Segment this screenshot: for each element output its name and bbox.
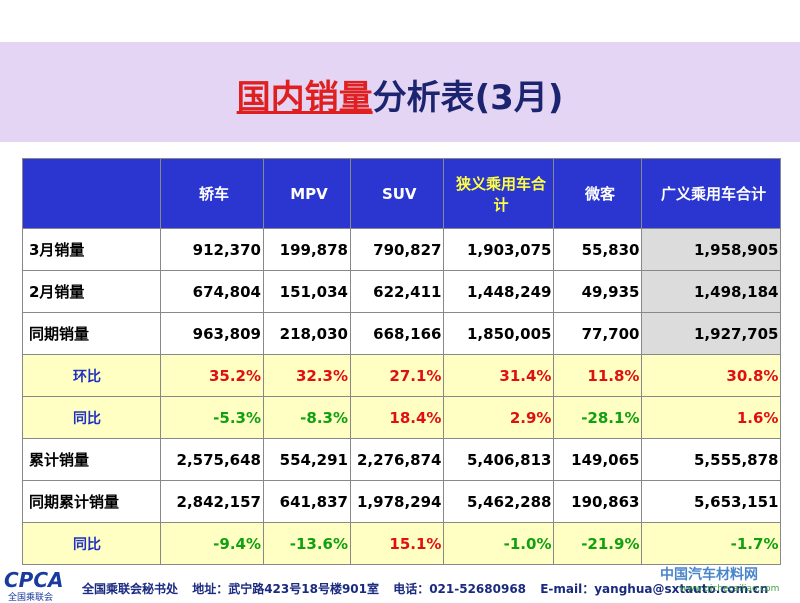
cell: -5.3%	[160, 396, 264, 439]
cell: 35.2%	[160, 354, 264, 397]
cell: 5,555,878	[641, 438, 782, 481]
row-label: 同期累计销量	[22, 480, 161, 523]
logo: CPCA	[4, 568, 64, 592]
cell: 1,903,075	[443, 228, 555, 271]
cell: 77,700	[553, 312, 643, 355]
row-label: 2月销量	[22, 270, 161, 313]
ratio-row: 同比 -9.4% -13.6% 15.1% -1.0% -21.9% -1.7%	[22, 522, 782, 565]
row-label: 同比	[22, 396, 161, 439]
cell: 49,935	[553, 270, 643, 313]
cell: 199,878	[263, 228, 351, 271]
cell: 1.6%	[641, 396, 782, 439]
cell: 1,850,005	[443, 312, 555, 355]
footer: CPCA 全国乘联会 全国乘联会秘书处 地址：武宁路423号18号楼901室 电…	[0, 566, 800, 603]
header-cell: 微客	[553, 158, 643, 229]
cell: 218,030	[263, 312, 351, 355]
cell: 641,837	[263, 480, 351, 523]
cell: -1.7%	[641, 522, 782, 565]
cell: 963,809	[160, 312, 264, 355]
sales-table: 轿车 MPV SUV 狭义乘用车合计 微客 广义乘用车合计 3月销量 912,370 199,8…	[22, 158, 782, 565]
data-row: 同期销量 963,809 218,030 668,166 1,850,005 77,700…	[22, 312, 782, 355]
cell: 5,406,813	[443, 438, 555, 481]
ratio-row: 同比 -5.3% -8.3% 18.4% 2.9% -28.1% 1.6%	[22, 396, 782, 439]
email: E-mail：yanghua@sxtauto.com.cn	[540, 582, 769, 596]
cell: 5,653,151	[641, 480, 782, 523]
cell: 1,498,184	[641, 270, 782, 313]
title-band	[0, 42, 800, 142]
header-row: 轿车 MPV SUV 狭义乘用车合计 微客 广义乘用车合计	[22, 158, 782, 229]
cell: 5,462,288	[443, 480, 555, 523]
cell: 190,863	[553, 480, 643, 523]
cell: -1.0%	[443, 522, 555, 565]
header-cell	[22, 158, 161, 229]
cell: 554,291	[263, 438, 351, 481]
header-cell: SUV	[349, 158, 445, 229]
cell: -8.3%	[263, 396, 351, 439]
cell: 2,276,874	[349, 438, 445, 481]
cell: -9.4%	[160, 522, 264, 565]
cell: 149,065	[553, 438, 643, 481]
data-row: 同期累计销量 2,842,157 641,837 1,978,294 5,462,288…	[22, 480, 782, 523]
data-row: 累计销量 2,575,648 554,291 2,276,874 5,406,813 14…	[22, 438, 782, 481]
phone: 电话：021-52680968	[393, 582, 527, 596]
title-rest: 分析表(3月)	[372, 78, 564, 118]
header-cell: 轿车	[160, 158, 264, 229]
data-row: 3月销量 912,370 199,878 790,827 1,903,075 55,830…	[22, 228, 782, 271]
row-label: 同期销量	[22, 312, 161, 355]
cell: 11.8%	[553, 354, 643, 397]
cell: 151,034	[263, 270, 351, 313]
cell: 2.9%	[443, 396, 555, 439]
cell: 622,411	[349, 270, 445, 313]
cell: 1,978,294	[349, 480, 445, 523]
header-cell: 狭义乘用车合计	[443, 158, 555, 229]
cell: 2,575,648	[160, 438, 264, 481]
data-row: 2月销量 674,804 151,034 622,411 1,448,249 49,935…	[22, 270, 782, 313]
cell: 18.4%	[349, 396, 445, 439]
row-label: 3月销量	[22, 228, 161, 271]
cell: 674,804	[160, 270, 264, 313]
logo-sub: 全国乘联会	[8, 593, 54, 603]
cell: -13.6%	[263, 522, 351, 565]
contact: 全国乘联会秘书处 地址：武宁路423号18号楼901室 电话：021-52680…	[82, 580, 778, 597]
cell: 32.3%	[263, 354, 351, 397]
cell: 1,448,249	[443, 270, 555, 313]
row-label: 同比	[22, 522, 161, 565]
cell: 1,958,905	[641, 228, 782, 271]
address: 地址：武宁路423号18号楼901室	[192, 582, 380, 596]
row-label: 累计销量	[22, 438, 161, 481]
ratio-row: 环比 35.2% 32.3% 27.1% 31.4% 11.8% 30.8%	[22, 354, 782, 397]
title: 国内销量分析表(3月)	[0, 70, 800, 119]
watermark-url: www.qichecailiao.com	[680, 584, 780, 594]
cell: 15.1%	[349, 522, 445, 565]
cell: 55,830	[553, 228, 643, 271]
title-highlight: 国内销量	[236, 78, 373, 118]
header-cell: 广义乘用车合计	[641, 158, 782, 229]
cell: 790,827	[349, 228, 445, 271]
cell: -21.9%	[553, 522, 643, 565]
org: 全国乘联会秘书处	[82, 582, 179, 596]
watermark: 中国汽车材料网	[660, 567, 758, 583]
cell: 2,842,157	[160, 480, 264, 523]
header-cell: MPV	[263, 158, 351, 229]
cell: 30.8%	[641, 354, 782, 397]
cell: 1,927,705	[641, 312, 782, 355]
cell: -28.1%	[553, 396, 643, 439]
cell: 912,370	[160, 228, 264, 271]
cell: 668,166	[349, 312, 445, 355]
row-label: 环比	[22, 354, 161, 397]
cell: 27.1%	[349, 354, 445, 397]
cell: 31.4%	[443, 354, 555, 397]
